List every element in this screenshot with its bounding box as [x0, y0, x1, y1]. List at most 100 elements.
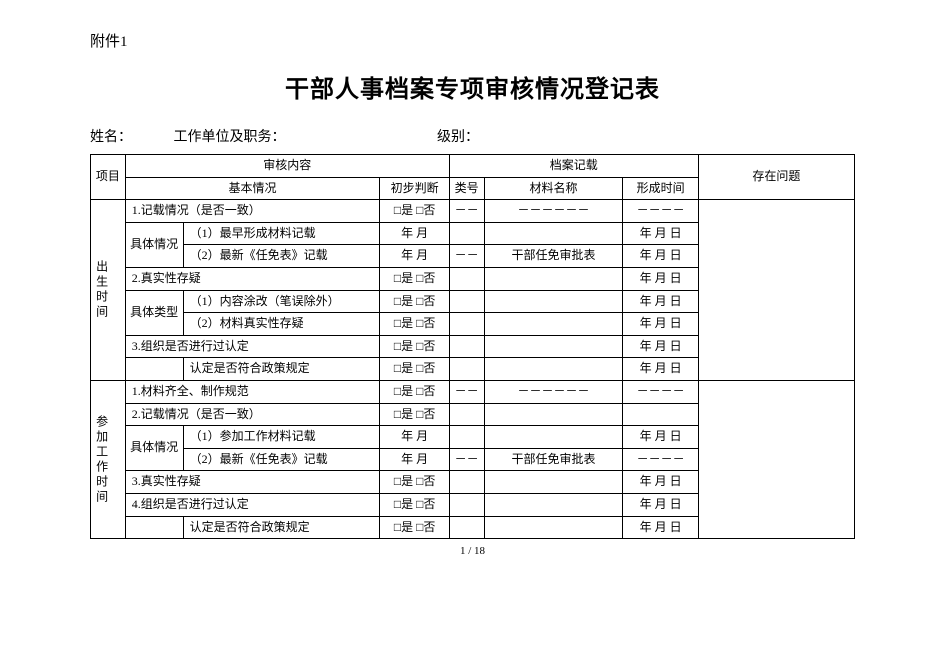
cell-label: （2）最新《任免表》记载 — [183, 448, 380, 471]
cell-detail: 具体情况 — [125, 426, 183, 471]
cell-judge: □是 □否 — [380, 493, 449, 516]
cell-mat — [484, 516, 623, 539]
th-issues: 存在问题 — [698, 155, 854, 200]
cell-time: 年 月 日 — [623, 290, 698, 313]
cell-mat: －－－－－－ — [484, 200, 623, 223]
cell-cat: －－ — [449, 380, 484, 403]
cell-time: 年 月 日 — [623, 426, 698, 449]
cell-cat — [449, 358, 484, 381]
cell-cat: －－ — [449, 245, 484, 268]
th-archive: 档案记载 — [449, 155, 698, 178]
cell-label: 2.记载情况（是否一致） — [125, 403, 380, 426]
cell-cat — [449, 222, 484, 245]
cell-cat: －－ — [449, 200, 484, 223]
cell-label: （2）材料真实性存疑 — [183, 313, 380, 336]
cell-cat — [449, 335, 484, 358]
cell-mat — [484, 358, 623, 381]
cell-judge: □是 □否 — [380, 267, 449, 290]
cell-mat — [484, 267, 623, 290]
cell-judge: □是 □否 — [380, 335, 449, 358]
cell-label: 3.组织是否进行过认定 — [125, 335, 380, 358]
cell-mat: 干部任免审批表 — [484, 245, 623, 268]
th-basic: 基本情况 — [125, 177, 380, 200]
cell-time — [623, 403, 698, 426]
cell-label: （1）参加工作材料记载 — [183, 426, 380, 449]
cell-label: 2.真实性存疑 — [125, 267, 380, 290]
header-fields: 姓名： 工作单位及职务： 级别： — [90, 126, 855, 146]
name-label: 姓名： — [90, 126, 170, 146]
cell-judge: 年 月 — [380, 222, 449, 245]
unit-label: 工作单位及职务： — [174, 126, 434, 146]
cell-issue — [698, 200, 854, 381]
cell-cat — [449, 267, 484, 290]
cell-time: －－－－ — [623, 448, 698, 471]
cell-time: 年 月 日 — [623, 358, 698, 381]
cell-label: 4.组织是否进行过认定 — [125, 493, 380, 516]
page-title: 干部人事档案专项审核情况登记表 — [90, 69, 855, 104]
cell-time: 年 月 日 — [623, 313, 698, 336]
cell-blank — [125, 358, 183, 381]
section-work: 参加工作时间 — [91, 380, 126, 538]
cell-label: 认定是否符合政策规定 — [183, 516, 380, 539]
table-header-row: 项目 审核内容 档案记载 存在问题 — [91, 155, 855, 178]
table-row: 出生时间 1.记载情况（是否一致） □是 □否 －－ －－－－－－ －－－－ — [91, 200, 855, 223]
cell-label: （2）最新《任免表》记载 — [183, 245, 380, 268]
cell-time: 年 月 日 — [623, 493, 698, 516]
level-label: 级别： — [437, 126, 557, 146]
cell-time: 年 月 日 — [623, 245, 698, 268]
th-review: 审核内容 — [125, 155, 449, 178]
cell-cat — [449, 403, 484, 426]
review-table: 项目 审核内容 档案记载 存在问题 基本情况 初步判断 类号 材料名称 形成时间… — [90, 154, 855, 539]
th-formtime: 形成时间 — [623, 177, 698, 200]
cell-time: 年 月 日 — [623, 222, 698, 245]
table-row: 参加工作时间 1.材料齐全、制作规范 □是 □否 －－ －－－－－－ －－－－ — [91, 380, 855, 403]
section-birth-label: 出生时间 — [93, 260, 109, 320]
cell-label: （1）内容涂改（笔误除外） — [183, 290, 380, 313]
cell-judge: □是 □否 — [380, 200, 449, 223]
cell-mat — [484, 290, 623, 313]
cell-judge: □是 □否 — [380, 471, 449, 494]
attachment-label: 附件1 — [90, 30, 855, 51]
cell-issue — [698, 380, 854, 538]
cell-time: 年 月 日 — [623, 471, 698, 494]
cell-cat — [449, 313, 484, 336]
cell-time: 年 月 日 — [623, 516, 698, 539]
cell-judge: □是 □否 — [380, 290, 449, 313]
cell-label: 认定是否符合政策规定 — [183, 358, 380, 381]
cell-judge: □是 □否 — [380, 516, 449, 539]
cell-mat — [484, 426, 623, 449]
cell-label: 1.材料齐全、制作规范 — [125, 380, 380, 403]
cell-judge: 年 月 — [380, 448, 449, 471]
cell-judge: □是 □否 — [380, 358, 449, 381]
cell-mat — [484, 222, 623, 245]
th-project: 项目 — [91, 155, 126, 200]
cell-mat — [484, 335, 623, 358]
cell-judge: 年 月 — [380, 245, 449, 268]
cell-label: （1）最早形成材料记载 — [183, 222, 380, 245]
th-category: 类号 — [449, 177, 484, 200]
cell-time: －－－－ — [623, 200, 698, 223]
cell-mat — [484, 471, 623, 494]
cell-time: 年 月 日 — [623, 335, 698, 358]
cell-detail-type: 具体类型 — [125, 290, 183, 335]
cell-mat — [484, 493, 623, 516]
cell-label: 3.真实性存疑 — [125, 471, 380, 494]
cell-cat — [449, 290, 484, 313]
page-number: 1 / 18 — [90, 545, 855, 557]
cell-cat — [449, 516, 484, 539]
cell-detail: 具体情况 — [125, 222, 183, 267]
th-judge: 初步判断 — [380, 177, 449, 200]
cell-judge: □是 □否 — [380, 313, 449, 336]
cell-cat — [449, 426, 484, 449]
section-birth: 出生时间 — [91, 200, 126, 381]
cell-cat: －－ — [449, 448, 484, 471]
cell-judge: 年 月 — [380, 426, 449, 449]
section-work-label: 参加工作时间 — [93, 415, 109, 505]
cell-mat: 干部任免审批表 — [484, 448, 623, 471]
cell-mat — [484, 313, 623, 336]
cell-time: －－－－ — [623, 380, 698, 403]
th-material: 材料名称 — [484, 177, 623, 200]
cell-mat — [484, 403, 623, 426]
cell-label: 1.记载情况（是否一致） — [125, 200, 380, 223]
cell-cat — [449, 493, 484, 516]
